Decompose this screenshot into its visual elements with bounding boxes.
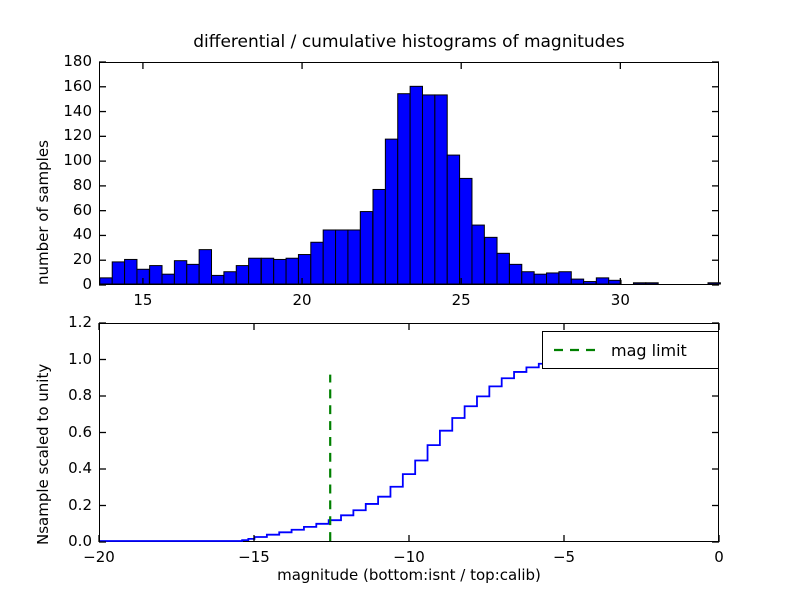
bottom-ytick-label: 1.2: [68, 313, 92, 331]
histogram-bar: [608, 279, 622, 285]
top-xtick-label: 30: [610, 291, 630, 309]
top-xtick-label: 25: [451, 291, 471, 309]
top-ytick-label: 80: [72, 175, 92, 194]
bottom-xtick-label: 0: [714, 548, 724, 566]
chart-title: differential / cumulative histograms of …: [193, 32, 625, 52]
bottom-ytick-label: 1.0: [68, 349, 92, 368]
histogram-bar: [558, 271, 572, 285]
top-ytick-label: 20: [72, 250, 92, 269]
bottom-ytick-label: 0.0: [68, 532, 92, 550]
bottom-ytick-label: 0.2: [68, 495, 92, 514]
top-ytick-label: 140: [63, 101, 92, 120]
bottom-xtick-label: −20: [83, 548, 115, 566]
bottom-axis-ticks: [98, 322, 720, 543]
bottom-ytick-label: 0.6: [68, 422, 92, 441]
top-ytick-label: 40: [72, 225, 92, 244]
histogram-bar: [198, 249, 213, 285]
bottom-ytick-label: 0.8: [68, 386, 92, 404]
mag-limit-legend-line: [554, 348, 596, 352]
bottom-ytick-label: 0.4: [68, 459, 92, 477]
histogram-bar: [645, 282, 659, 285]
legend-box[interactable]: mag limit: [542, 331, 719, 369]
top-histogram-axes: [99, 62, 721, 285]
top-xtick-label: 20: [292, 291, 312, 309]
bottom-xtick-label: −15: [238, 548, 270, 566]
top-ytick-label: 160: [63, 76, 92, 95]
top-ytick-label: 120: [63, 126, 92, 145]
top-xtick-label: 15: [133, 291, 153, 309]
top-histogram-plot: [99, 85, 721, 285]
bottom-xtick-label: −5: [552, 548, 576, 566]
legend-label-mag-limit: mag limit: [611, 340, 687, 360]
top-axis-ticks: [99, 61, 719, 286]
bottom-axis-xlabel: magnitude (bottom:isnt / top:calib): [277, 566, 541, 584]
histogram-bar: [707, 282, 721, 285]
top-ytick-label: 60: [72, 200, 92, 219]
bottom-xtick-label: −10: [393, 548, 425, 566]
top-ytick-label: 180: [63, 52, 92, 70]
top-ytick-label: 100: [63, 151, 92, 170]
top-ytick-label: 0: [82, 275, 92, 293]
